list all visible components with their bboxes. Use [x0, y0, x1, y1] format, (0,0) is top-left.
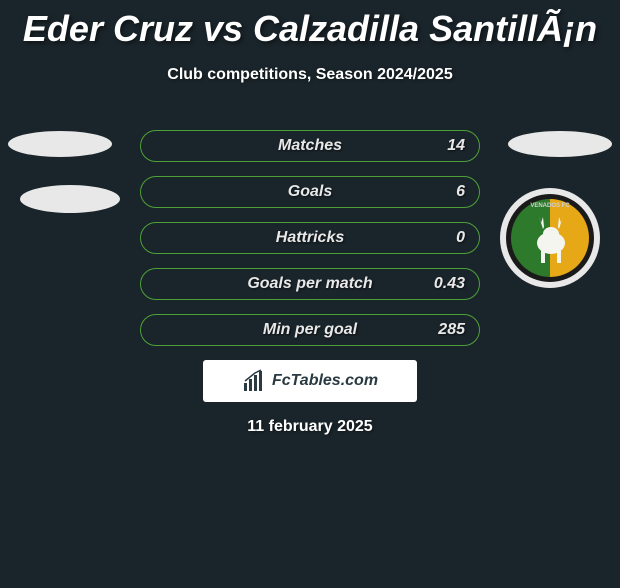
stat-label: Matches: [278, 137, 342, 155]
stat-label: Hattricks: [276, 229, 344, 247]
chart-icon: [242, 369, 266, 393]
player-right-avatar-placeholder: [508, 131, 612, 157]
stat-label: Goals per match: [247, 275, 372, 293]
brand-box: FcTables.com: [203, 360, 417, 402]
date-label: 11 february 2025: [0, 418, 620, 436]
stat-value: 0.43: [434, 275, 465, 293]
stat-value: 6: [456, 183, 465, 201]
page-title: Eder Cruz vs Calzadilla SantillÃ¡n: [0, 8, 620, 50]
brand-text: FcTables.com: [272, 372, 378, 390]
stats-container: Matches 14 Goals 6 Hattricks 0 Goals per…: [140, 130, 480, 360]
player-left-avatar-placeholder-1: [8, 131, 112, 157]
stat-value: 0: [456, 229, 465, 247]
stat-label: Min per goal: [263, 321, 357, 339]
svg-text:VENADOS FC: VENADOS FC: [530, 203, 570, 209]
team-badge: VENADOS FC: [500, 188, 600, 288]
stat-row-hattricks: Hattricks 0: [140, 222, 480, 254]
stat-value: 285: [438, 321, 465, 339]
team-badge-icon: VENADOS FC: [505, 193, 595, 283]
stat-row-goals-per-match: Goals per match 0.43: [140, 268, 480, 300]
stat-value: 14: [447, 137, 465, 155]
stat-row-matches: Matches 14: [140, 130, 480, 162]
stat-row-goals: Goals 6: [140, 176, 480, 208]
stat-label: Goals: [288, 183, 332, 201]
stat-row-min-per-goal: Min per goal 285: [140, 314, 480, 346]
player-left-avatar-placeholder-2: [20, 185, 120, 213]
page-subtitle: Club competitions, Season 2024/2025: [0, 66, 620, 84]
